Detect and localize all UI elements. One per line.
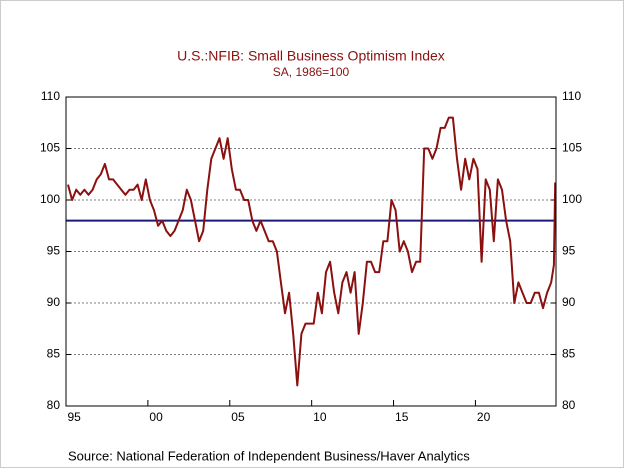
y2-tick-label: 85 (562, 347, 576, 361)
y2-tick-label: 105 (562, 141, 582, 155)
y2-tick-label: 90 (562, 295, 576, 309)
y-tick-label: 90 (47, 295, 61, 309)
y-tick-label: 95 (47, 244, 61, 258)
chart-subtitle: SA, 1986=100 (273, 65, 350, 79)
x-tick-label: 15 (395, 410, 409, 424)
y2-tick-label: 95 (562, 244, 576, 258)
y2-tick-label: 80 (562, 398, 576, 412)
x-tick-label: 10 (313, 410, 327, 424)
x-tick-label: 20 (477, 410, 491, 424)
y-tick-label: 85 (47, 347, 61, 361)
x-tick-label: 00 (149, 410, 163, 424)
y2-tick-label: 110 (562, 89, 581, 103)
x-tick-label: 95 (68, 410, 82, 424)
y-tick-label: 105 (40, 141, 60, 155)
y2-tick-label: 100 (562, 192, 582, 206)
y-tick-label: 100 (40, 192, 60, 206)
x-tick-label: 05 (231, 410, 245, 424)
series-line (67, 116, 557, 387)
source-note: Source: National Federation of Independe… (68, 448, 470, 463)
y-tick-label: 80 (47, 398, 61, 412)
y-tick-label: 110 (41, 89, 60, 103)
chart-title: U.S.:NFIB: Small Business Optimism Index (177, 48, 445, 64)
plot-border (65, 96, 557, 407)
